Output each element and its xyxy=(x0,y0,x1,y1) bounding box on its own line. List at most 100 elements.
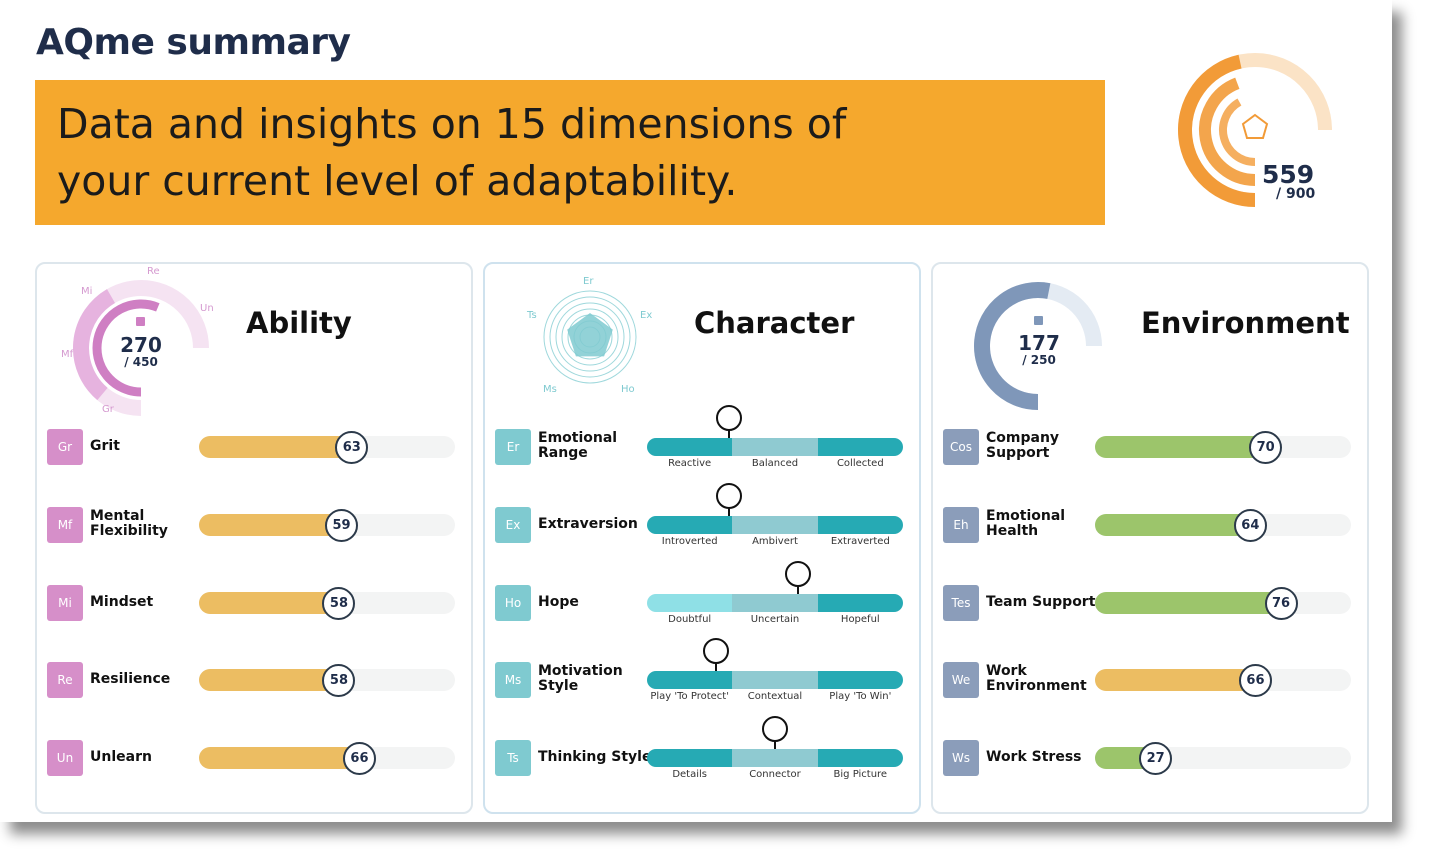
character-scale-labels: Introverted Ambivert Extraverted xyxy=(647,536,903,548)
environment-badge: Tes xyxy=(943,585,979,621)
character-scale-segment-2 xyxy=(817,671,903,689)
character-label: Emotional Range xyxy=(538,430,618,461)
overall-arc-0 xyxy=(1178,54,1256,207)
ability-score-bubble: 59 xyxy=(325,509,359,542)
ability-score-bubble: 66 xyxy=(342,742,376,775)
character-scale-segment-0 xyxy=(647,438,733,456)
environment-badge: Ws xyxy=(943,740,979,776)
character-tag-er: Er xyxy=(583,276,594,287)
ability-score-bubble: 58 xyxy=(322,587,356,620)
pentagon-icon xyxy=(1241,113,1269,139)
character-tag-ho: Ho xyxy=(621,384,635,395)
character-card: Er Ex Ho Ms Ts Character Er Emotional Ran… xyxy=(483,262,921,814)
character-radar: Er Ex Ho Ms Ts xyxy=(515,272,665,402)
character-scale-labels: Reactive Balanced Collected xyxy=(647,458,903,470)
ability-row-mi: Mi Mindset 58 xyxy=(47,582,459,622)
ability-label: Mindset xyxy=(90,593,154,610)
character-scale xyxy=(647,594,903,612)
ability-badge: Mi xyxy=(47,585,83,621)
character-badge: Ms xyxy=(495,662,531,698)
character-scale-segment-0 xyxy=(647,749,733,767)
environment-badge: Eh xyxy=(943,507,979,543)
environment-title: Environment xyxy=(1141,306,1350,340)
environment-gauge-marker xyxy=(1034,316,1043,325)
character-scale-label-1: Connector xyxy=(749,769,801,780)
overall-gauge-arcs xyxy=(1178,53,1332,207)
character-scale-label-2: Extraverted xyxy=(830,536,890,547)
ability-gauge-marker xyxy=(136,317,145,326)
environment-bar-track: 70 xyxy=(1095,431,1351,464)
character-scale-segment-2 xyxy=(817,438,903,456)
ability-tag-mf: Mf xyxy=(61,349,74,360)
character-scale-segment-1 xyxy=(732,438,818,456)
character-scale xyxy=(647,671,903,689)
character-title: Character xyxy=(694,306,855,340)
character-scale-label-2: Collected xyxy=(836,458,884,469)
character-scale-label-1: Uncertain xyxy=(750,614,800,625)
ability-tag-gr: Gr xyxy=(102,404,114,415)
character-badge: Ts xyxy=(495,740,531,776)
character-tag-ms: Ms xyxy=(543,384,557,395)
character-scale-label-1: Ambivert xyxy=(752,536,798,547)
radar-ring xyxy=(543,290,637,384)
environment-label: Team Support xyxy=(986,593,1096,610)
character-scale-label-2: Hopeful xyxy=(840,614,880,625)
character-scale-segment-2 xyxy=(817,516,903,534)
environment-row-we: We Work Environment 66 xyxy=(943,659,1355,699)
environment-row-cos: Cos Company Support 70 xyxy=(943,426,1355,466)
page-title: AQme summary xyxy=(36,22,351,63)
ability-card: Re Un Mi Mf Gr 270 / 450 Ability Gr Grit 6… xyxy=(35,262,473,814)
character-scale-label-1: Contextual xyxy=(747,691,803,702)
ability-bar-track: 58 xyxy=(199,664,455,697)
character-scale-label-0: Doubtful xyxy=(668,614,712,625)
location-pin-icon xyxy=(703,638,730,671)
ability-bar-fill xyxy=(199,436,361,458)
environment-score-bubble: 76 xyxy=(1264,587,1298,620)
ability-score-bubble: 63 xyxy=(335,431,369,464)
environment-bar-fill xyxy=(1095,669,1264,691)
character-row-ex: Ex Extraversion Introverted Ambivert Extrave… xyxy=(495,483,907,550)
environment-label: Company Support xyxy=(986,430,1060,461)
character-tag-ts: Ts xyxy=(527,310,537,321)
ability-bar-track: 66 xyxy=(199,742,455,775)
character-scale-labels: Play 'To Protect' Contextual Play 'To Win' xyxy=(647,691,903,703)
banner-line-2: your current level of adaptability. xyxy=(57,157,738,205)
character-radar-svg xyxy=(543,290,637,384)
character-row-er: Er Emotional Range Reactive Balanced Collect… xyxy=(495,405,907,472)
ability-gauge: Re Un Mi Mf Gr 270 / 450 xyxy=(57,266,237,416)
character-scale-segment-0 xyxy=(647,671,733,689)
overall-arc-2 xyxy=(1219,98,1256,166)
radar-ring xyxy=(561,308,619,366)
environment-score-block: 177 / 250 xyxy=(1007,332,1071,366)
character-scale xyxy=(647,438,903,456)
character-label: Hope xyxy=(538,593,579,610)
location-pin-icon xyxy=(715,483,742,516)
environment-bar-track: 66 xyxy=(1095,664,1351,697)
environment-row-eh: Eh Emotional Health 64 xyxy=(943,504,1355,544)
character-scale-labels: Doubtful Uncertain Hopeful xyxy=(647,614,903,626)
environment-badge: Cos xyxy=(943,429,979,465)
environment-row-ws: Ws Work Stress 27 xyxy=(943,737,1355,777)
environment-score-bubble: 27 xyxy=(1139,742,1173,775)
environment-score-bubble: 70 xyxy=(1249,431,1283,464)
ability-bar-fill xyxy=(199,592,348,614)
character-scale-label-2: Big Picture xyxy=(833,769,888,780)
ability-badge: Gr xyxy=(47,429,83,465)
character-scale-segment-2 xyxy=(817,749,903,767)
radar-ring xyxy=(555,302,625,372)
ability-row-un: Un Unlearn 66 xyxy=(47,737,459,777)
ability-score-bubble: 58 xyxy=(322,664,356,697)
banner-text: Data and insights on 15 dimensions of yo… xyxy=(57,96,846,210)
environment-bar-fill xyxy=(1095,514,1259,536)
ability-badge: Re xyxy=(47,662,83,698)
character-badge: Er xyxy=(495,429,531,465)
character-row-ms: Ms Motivation Style Play 'To Protect' Conte… xyxy=(495,638,907,705)
character-label: Thinking Style xyxy=(538,748,652,765)
character-badge: Ex xyxy=(495,507,531,543)
character-scale-segment-1 xyxy=(732,671,818,689)
radar-shape xyxy=(567,313,613,357)
character-row-ts: Ts Thinking Style Details Connector Big Pict… xyxy=(495,716,907,783)
environment-gauge-arcs xyxy=(974,282,1102,410)
environment-bar-fill xyxy=(1095,436,1275,458)
ability-max: / 450 xyxy=(124,355,158,369)
